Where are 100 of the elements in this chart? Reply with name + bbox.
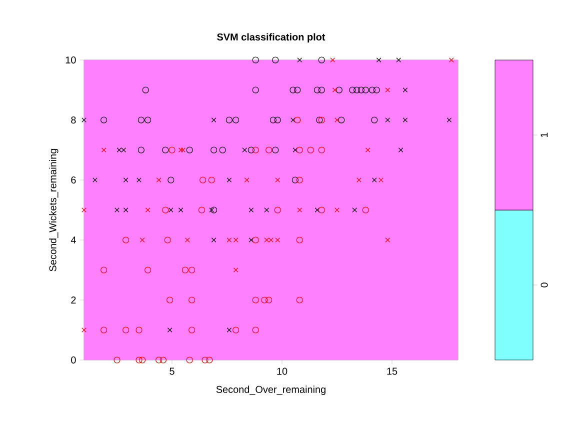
point: [334, 118, 340, 122]
point: [252, 326, 259, 334]
y-tick-label: 8: [71, 116, 76, 124]
point: [296, 146, 303, 154]
point: [122, 326, 130, 334]
point: [180, 148, 186, 152]
point: [294, 116, 301, 124]
point: [354, 86, 360, 94]
point: [358, 86, 364, 94]
point: [296, 236, 303, 244]
point: [168, 146, 176, 154]
point: [338, 116, 345, 124]
x-axis-title: Second_Over_remaining: [216, 386, 326, 395]
point: [167, 328, 172, 332]
y-tick-label: 2: [71, 296, 76, 304]
point: [122, 236, 130, 244]
point: [156, 178, 162, 182]
point: [272, 56, 279, 64]
point: [292, 148, 298, 152]
point: [206, 356, 213, 364]
point: [297, 58, 302, 62]
point: [178, 208, 184, 212]
point: [202, 356, 208, 364]
point: [142, 86, 149, 94]
point: [385, 88, 390, 92]
point: [402, 118, 408, 122]
chart-title: SVM classification plot: [217, 33, 326, 42]
point: [349, 86, 356, 94]
point: [186, 146, 193, 154]
point: [232, 326, 240, 334]
point: [162, 146, 169, 154]
point: [352, 208, 358, 212]
point: [114, 356, 120, 364]
point: [136, 178, 142, 182]
point: [376, 58, 382, 62]
x-tick-label: 15: [387, 368, 398, 375]
point: [138, 146, 144, 154]
point: [186, 356, 193, 364]
point: [266, 296, 272, 304]
point: [252, 296, 259, 304]
point: [138, 116, 144, 124]
point: [82, 328, 86, 332]
point: [252, 146, 259, 154]
point: [226, 116, 232, 124]
color-bar-label: 1: [540, 132, 548, 137]
point: [362, 86, 369, 94]
point: [211, 118, 216, 122]
point: [211, 238, 216, 242]
point: [178, 148, 184, 152]
point: [378, 178, 384, 182]
x-tick-label: 5: [170, 368, 174, 375]
point: [242, 148, 248, 152]
point: [210, 206, 218, 214]
color-bar-label: 0: [540, 282, 548, 288]
y-tick-label: 6: [71, 176, 76, 184]
point: [184, 238, 190, 242]
point: [365, 148, 370, 152]
point: [252, 236, 259, 244]
point: [140, 238, 145, 242]
point: [314, 208, 320, 212]
point: [248, 146, 254, 154]
point: [123, 208, 128, 212]
point: [275, 178, 280, 182]
point: [318, 56, 325, 64]
point: [261, 296, 268, 304]
point: [244, 178, 250, 182]
point: [162, 206, 169, 214]
point: [136, 326, 142, 334]
point: [296, 296, 303, 304]
point: [210, 146, 218, 154]
point: [396, 58, 402, 62]
point: [385, 238, 390, 242]
point: [209, 208, 214, 212]
point: [226, 328, 232, 332]
point: [264, 238, 270, 242]
point: [248, 208, 254, 212]
y-tick-label: 10: [66, 56, 76, 64]
point: [296, 176, 303, 184]
point: [144, 116, 152, 124]
point: [334, 208, 340, 212]
point: [114, 208, 120, 212]
point: [166, 296, 174, 304]
point: [160, 356, 166, 364]
point: [248, 238, 254, 242]
point: [252, 56, 259, 64]
point: [318, 206, 325, 214]
point: [372, 178, 377, 182]
point: [139, 356, 146, 364]
point: [448, 58, 454, 62]
point: [398, 148, 404, 152]
point: [144, 266, 152, 274]
point: [198, 206, 205, 214]
point: [371, 116, 378, 124]
point: [402, 88, 408, 92]
point: [82, 118, 86, 122]
point: [318, 146, 325, 154]
point: [123, 178, 128, 182]
point: [182, 266, 188, 274]
point: [290, 86, 296, 94]
point: [368, 86, 376, 94]
